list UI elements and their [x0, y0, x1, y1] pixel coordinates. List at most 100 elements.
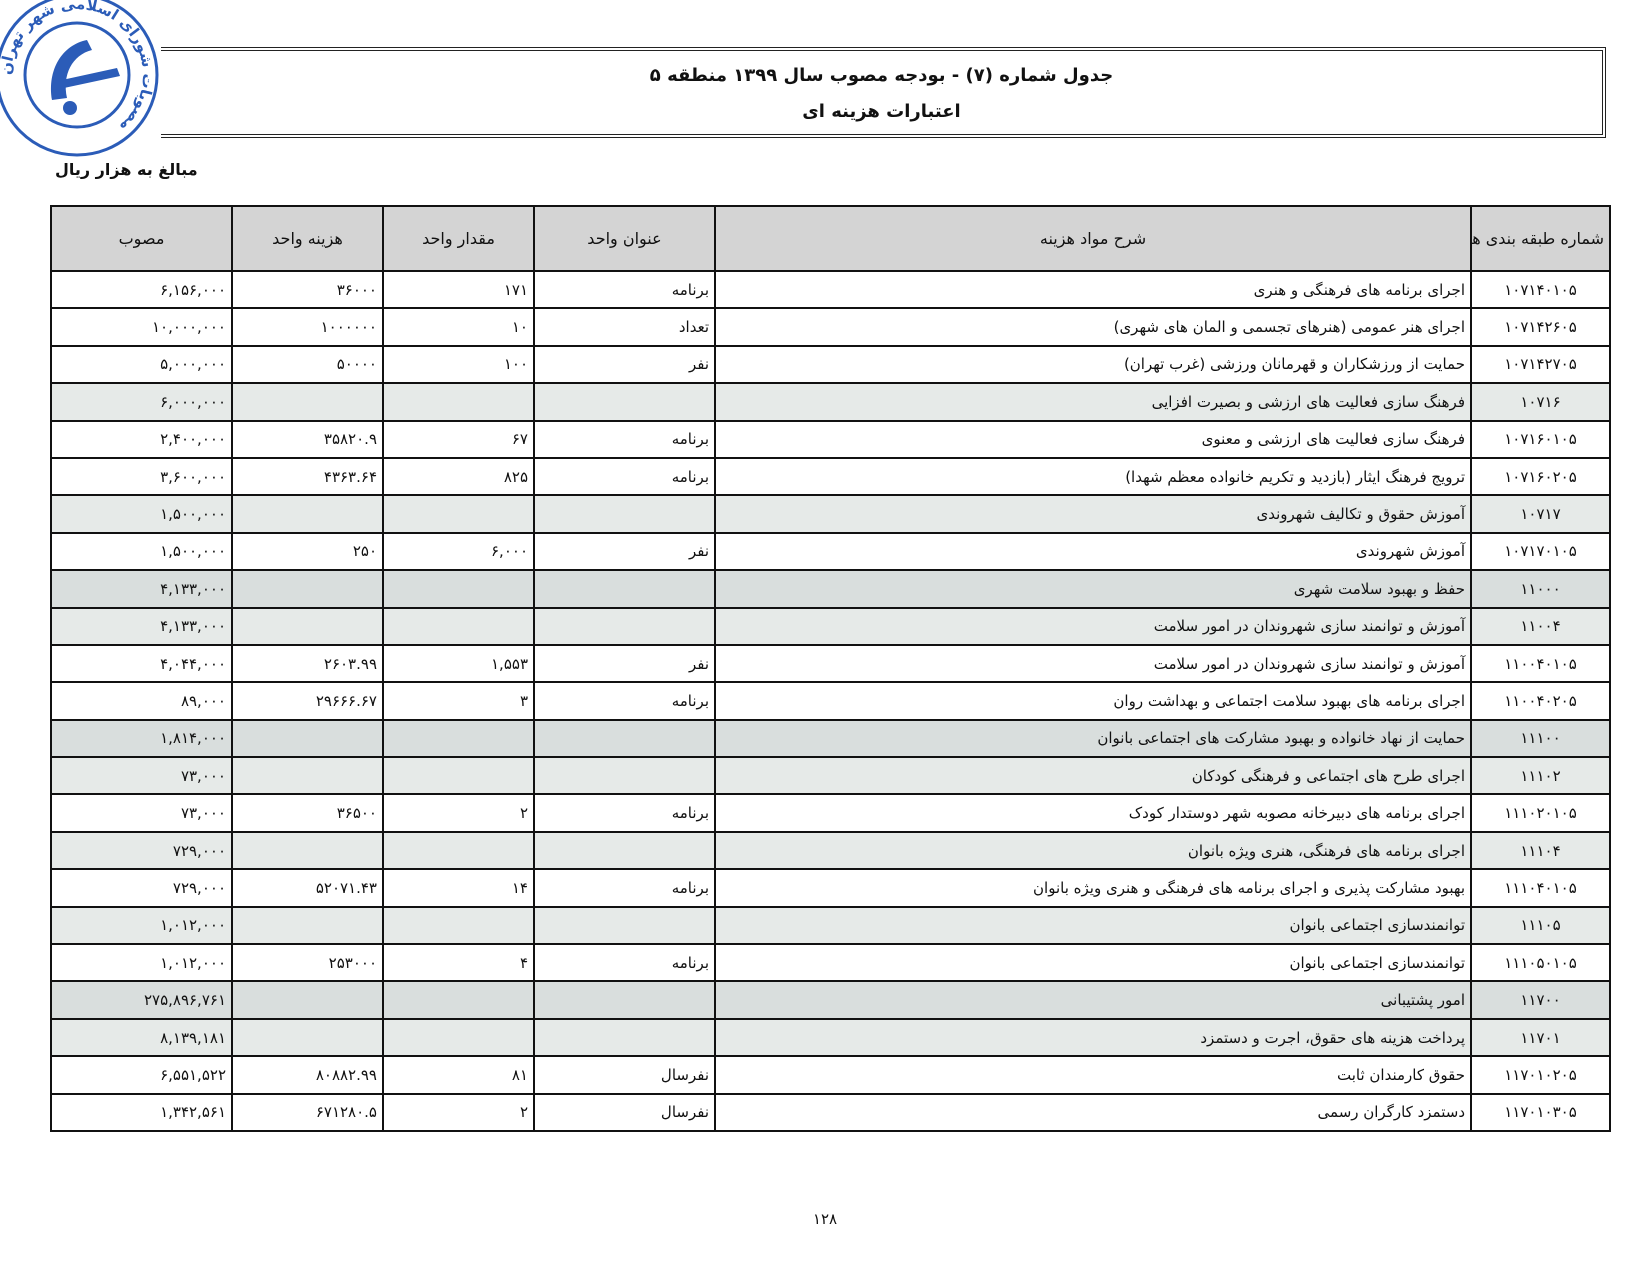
cell-description: پرداخت هزینه های حقوق، اجرت و دستمزد — [714, 1017, 1472, 1058]
cell-unit-cost: ۴۳۶۳.۶۴ — [231, 456, 384, 497]
cell-description: فرهنگ سازی فعالیت های ارزشی و معنوی — [714, 419, 1472, 459]
table-row: ۱۱۷۰۱ پرداخت هزینه های حقوق، اجرت و دستمز… — [50, 1017, 1611, 1058]
table-row: ۱۰۷۱۷ آموزش حقوق و تکالیف شهروندی ۱,۵۰۰,۰۰… — [50, 494, 1611, 534]
cell-code: ۱۰۷۱۶۰۱۰۵ — [1470, 419, 1611, 459]
cell-approved: ۱۰,۰۰۰,۰۰۰ — [50, 307, 233, 347]
cell-unit-cost: ۲۵۰ — [231, 531, 384, 572]
cell-description: حمایت از ورزشکاران و قهرمانان ورزشی (غرب… — [714, 344, 1472, 385]
cell-unit-quantity — [382, 905, 535, 946]
cell-code: ۱۱۱۰۴۰۱۰۵ — [1470, 868, 1611, 908]
cell-approved: ۶,۰۰۰,۰۰۰ — [50, 382, 233, 422]
cell-approved: ۸۹,۰۰۰ — [50, 681, 233, 721]
budget-table: شماره طبقه بندی هزینه شرح مواد هزینه عنو… — [50, 205, 1611, 1132]
svg-text:مصوبات شورای اسلامی شهر تهران: مصوبات شورای اسلامی شهر تهران — [0, 0, 157, 136]
cell-approved: ۴,۰۴۴,۰۰۰ — [50, 643, 233, 684]
cell-unit-title: برنامه — [533, 681, 716, 721]
cell-unit-quantity — [382, 718, 535, 759]
table-row: ۱۱۱۰۵ توانمندسازی اجتماعی بانوان ۱,۰۱۲,۰۰۰ — [50, 905, 1611, 946]
cell-unit-cost — [231, 980, 384, 1020]
page-number: ۱۲۸ — [812, 1210, 838, 1228]
cell-approved: ۱,۵۰۰,۰۰۰ — [50, 531, 233, 572]
cell-unit-title: برنامه — [533, 269, 716, 310]
cell-code: ۱۱۷۰۱۰۳۰۵ — [1470, 1092, 1611, 1132]
cell-code: ۱۱۱۰۵ — [1470, 905, 1611, 946]
table-row: ۱۱۰۰۰ حفظ و بهبود سلامت شهری ۴,۱۳۳,۰۰۰ — [50, 569, 1611, 609]
cell-code: ۱۰۷۱۷ — [1470, 494, 1611, 534]
table-row: ۱۱۷۰۱۰۲۰۵ حقوق کارمندان ثابت نفرسال ۸۱ ۸۰۸۸۲… — [50, 1055, 1611, 1095]
cell-unit-cost — [231, 569, 384, 609]
cell-code: ۱۱۱۰۴ — [1470, 830, 1611, 871]
cell-code: ۱۱۱۰۵۰۱۰۵ — [1470, 943, 1611, 983]
table-row: ۱۱۱۰۲ اجرای طرح های اجتماعی و فرهنگی کودک… — [50, 756, 1611, 796]
cell-unit-title — [533, 382, 716, 422]
cell-unit-title: نفر — [533, 643, 716, 684]
cell-unit-quantity — [382, 980, 535, 1020]
cell-unit-quantity: ۶,۰۰۰ — [382, 531, 535, 572]
cell-approved: ۷۳,۰۰۰ — [50, 756, 233, 796]
cell-code: ۱۱۷۰۱ — [1470, 1017, 1611, 1058]
cell-description: بهبود مشارکت پذیری و اجرای برنامه های فر… — [714, 868, 1472, 908]
cell-unit-title — [533, 718, 716, 759]
cell-unit-quantity — [382, 569, 535, 609]
cell-unit-cost: ۸۰۸۸۲.۹۹ — [231, 1055, 384, 1095]
cell-unit-title: برنامه — [533, 456, 716, 497]
cell-unit-cost — [231, 718, 384, 759]
cell-unit-cost: ۵۰۰۰۰ — [231, 344, 384, 385]
cell-description: امور پشتیبانی — [714, 980, 1472, 1020]
col-header-unit-quantity: مقدار واحد — [382, 205, 535, 272]
cell-description: فرهنگ سازی فعالیت های ارزشی و بصیرت افزا… — [714, 382, 1472, 422]
cell-unit-cost — [231, 494, 384, 534]
cell-unit-cost: ۵۲۰۷۱.۴۳ — [231, 868, 384, 908]
cell-approved: ۸,۱۳۹,۱۸۱ — [50, 1017, 233, 1058]
cell-unit-title — [533, 905, 716, 946]
cell-unit-title — [533, 494, 716, 534]
cell-unit-quantity — [382, 756, 535, 796]
table-row: ۱۱۷۰۱۰۳۰۵ دستمزد کارگران رسمی نفرسال ۲ ۶۷۱۲۸… — [50, 1092, 1611, 1132]
cell-code: ۱۱۱۰۲۰۱۰۵ — [1470, 793, 1611, 833]
cell-description: دستمزد کارگران رسمی — [714, 1092, 1472, 1132]
table-row: ۱۰۷۱۴۲۶۰۵ اجرای هنر عمومی (هنرهای تجسمی و… — [50, 307, 1611, 347]
cell-unit-quantity — [382, 830, 535, 871]
table-row: ۱۱۱۰۴ اجرای برنامه های فرهنگی، هنری ویژه … — [50, 830, 1611, 871]
cell-description: آموزش حقوق و تکالیف شهروندی — [714, 494, 1472, 534]
col-header-unit-title: عنوان واحد — [533, 205, 716, 272]
cell-unit-quantity: ۱۴ — [382, 868, 535, 908]
col-header-description: شرح مواد هزینه — [714, 205, 1472, 272]
table-row: ۱۰۷۱۴۰۱۰۵ اجرای برنامه های فرهنگی و هنری ب… — [50, 269, 1611, 310]
cell-unit-title — [533, 830, 716, 871]
cell-approved: ۵,۰۰۰,۰۰۰ — [50, 344, 233, 385]
cell-approved: ۶,۱۵۶,۰۰۰ — [50, 269, 233, 310]
cell-unit-title — [533, 1017, 716, 1058]
cell-unit-quantity: ۶۷ — [382, 419, 535, 459]
cell-description: توانمندسازی اجتماعی بانوان — [714, 905, 1472, 946]
cell-unit-quantity: ۱,۵۵۳ — [382, 643, 535, 684]
table-row: ۱۱۱۰۴۰۱۰۵ بهبود مشارکت پذیری و اجرای برنا… — [50, 868, 1611, 908]
cell-unit-cost: ۳۶۵۰۰ — [231, 793, 384, 833]
cell-description: حقوق کارمندان ثابت — [714, 1055, 1472, 1095]
title-box: جدول شماره (۷) - بودجه مصوب سال ۱۳۹۹ منط… — [161, 47, 1606, 138]
cell-approved: ۷۲۹,۰۰۰ — [50, 868, 233, 908]
cell-unit-quantity — [382, 494, 535, 534]
cell-code: ۱۱۰۰۴۰۱۰۵ — [1470, 643, 1611, 684]
cell-approved: ۷۳,۰۰۰ — [50, 793, 233, 833]
cell-description: اجرای هنر عمومی (هنرهای تجسمی و المان ها… — [714, 307, 1472, 347]
cell-unit-cost: ۶۷۱۲۸۰.۵ — [231, 1092, 384, 1132]
cell-code: ۱۱۷۰۰ — [1470, 980, 1611, 1020]
cell-unit-title — [533, 980, 716, 1020]
table-row: ۱۱۱۰۵۰۱۰۵ توانمندسازی اجتماعی بانوان برنام… — [50, 943, 1611, 983]
cell-code: ۱۱۰۰۴۰۲۰۵ — [1470, 681, 1611, 721]
cell-unit-cost — [231, 606, 384, 646]
cell-code: ۱۰۷۱۴۲۶۰۵ — [1470, 307, 1611, 347]
cell-approved: ۴,۱۳۳,۰۰۰ — [50, 569, 233, 609]
cell-description: اجرای برنامه های بهبود سلامت اجتماعی و ب… — [714, 681, 1472, 721]
cell-code: ۱۱۱۰۲ — [1470, 756, 1611, 796]
cell-approved: ۶,۵۵۱,۵۲۲ — [50, 1055, 233, 1095]
cell-unit-title: برنامه — [533, 793, 716, 833]
cell-code: ۱۰۷۱۴۲۷۰۵ — [1470, 344, 1611, 385]
cell-unit-quantity — [382, 382, 535, 422]
cell-approved: ۱,۳۴۲,۵۶۱ — [50, 1092, 233, 1132]
table-header-row: شماره طبقه بندی هزینه شرح مواد هزینه عنو… — [50, 205, 1611, 272]
cell-description: ترویج فرهنگ ایثار (بازدید و تکریم خانواد… — [714, 456, 1472, 497]
cell-unit-title — [533, 606, 716, 646]
cell-description: اجرای طرح های اجتماعی و فرهنگی کودکان — [714, 756, 1472, 796]
